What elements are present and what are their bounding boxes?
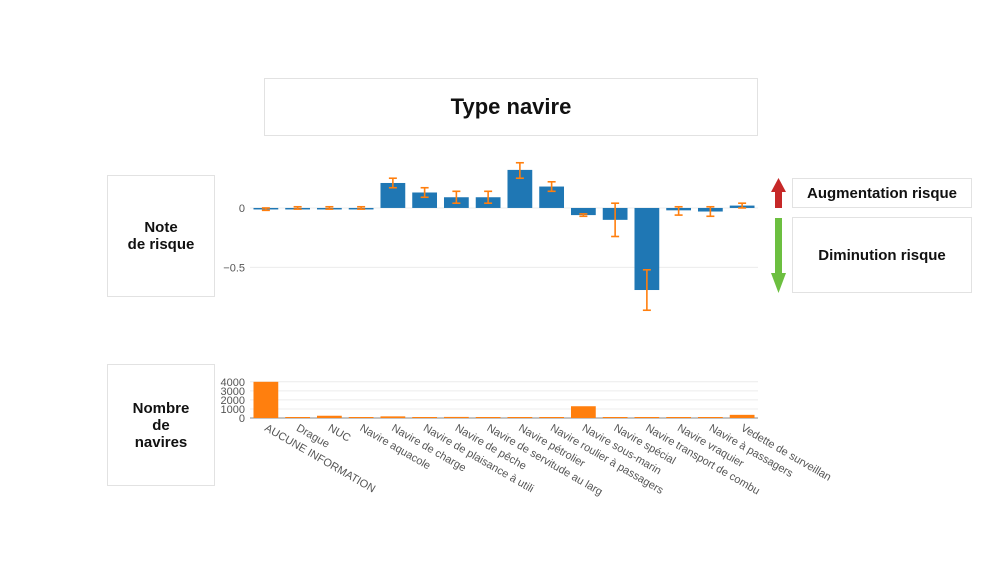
decrease-risk-label: Diminution risque: [818, 246, 946, 264]
decrease-arrow-shaft: [775, 218, 782, 275]
count-bar: [602, 417, 628, 418]
count-bar: [507, 417, 533, 418]
risk-score-chart: 0 −0.5: [223, 161, 758, 312]
chart-title-box: Type navire: [264, 78, 758, 136]
risk-bar: [570, 207, 596, 216]
risk-score-label-box: Note de risque: [107, 175, 215, 297]
count-tick-label: 0: [239, 413, 245, 425]
risk-bar: [539, 186, 565, 208]
count-bar: [253, 381, 279, 418]
risk-tick-label: 0: [239, 203, 245, 215]
risk-tick-label: −0.5: [223, 262, 245, 274]
count-tick-label: 3000: [221, 386, 245, 398]
count-bar: [697, 417, 723, 418]
count-bar: [412, 417, 438, 418]
count-bar: [475, 417, 501, 418]
chart-title: Type navire: [450, 94, 572, 119]
count-bar: [666, 417, 692, 418]
count-bar: [285, 417, 311, 418]
vessel-count-label: Nombre de navires: [132, 399, 190, 451]
count-tick-label: 1000: [221, 404, 245, 416]
risk-bar: [412, 192, 438, 208]
count-bar: [348, 417, 374, 418]
count-bar: [539, 417, 565, 418]
count-tick-label: 2000: [221, 395, 245, 407]
increase-arrow-head: [771, 178, 786, 192]
increase-arrow-shaft: [775, 190, 782, 208]
count-bar: [570, 406, 596, 418]
increase-risk-label: Augmentation risque: [806, 184, 957, 202]
decrease-arrow-head: [771, 273, 786, 293]
risk-score-label: Note de risque: [127, 219, 195, 253]
increase-risk-legend: Augmentation risque: [792, 178, 972, 208]
count-bar: [443, 416, 469, 418]
count-bar: [634, 417, 660, 418]
risk-direction-arrows: [771, 178, 786, 293]
vessel-count-label-box: Nombre de navires: [107, 364, 215, 486]
count-bar: [729, 414, 755, 418]
decrease-risk-legend: Diminution risque: [792, 217, 972, 293]
count-bar: [380, 416, 406, 418]
count-tick-label: 4000: [221, 377, 245, 389]
count-bar: [316, 415, 342, 418]
